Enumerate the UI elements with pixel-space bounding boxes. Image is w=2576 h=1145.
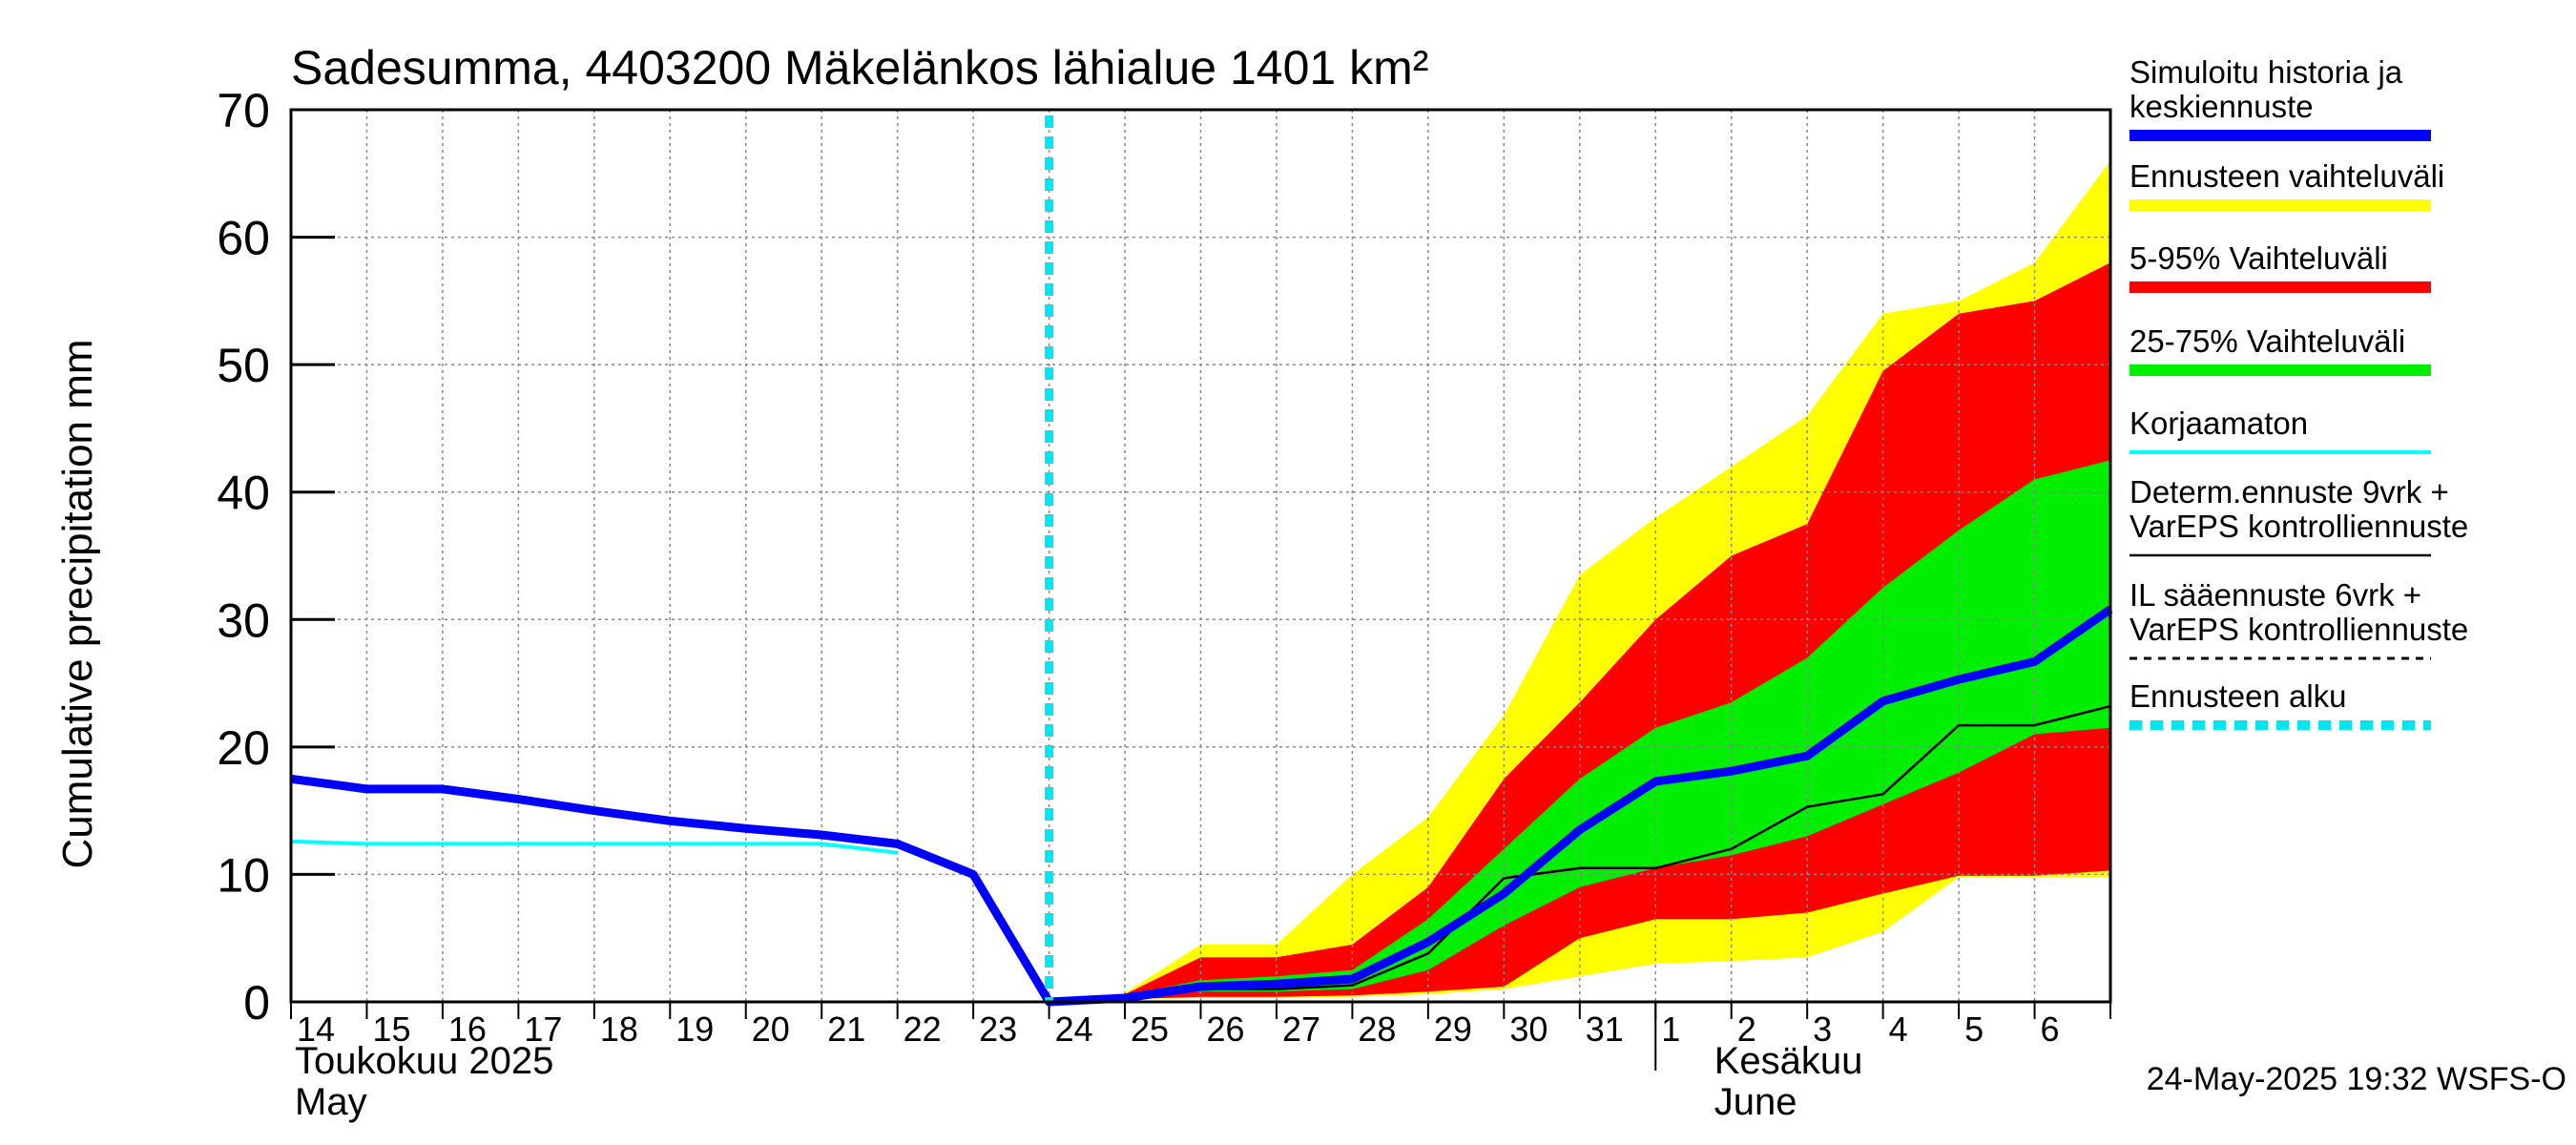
- x-tick-label: 21: [827, 1010, 865, 1049]
- series-simulated: [290, 605, 2113, 1007]
- legend-label: Ennusteen alku: [2129, 678, 2347, 714]
- x-tick-label: 23: [979, 1010, 1017, 1049]
- x-tick-label: 1: [1661, 1010, 1680, 1049]
- x-tick-label: 3: [1813, 1010, 1832, 1049]
- y-tick-label: 10: [217, 848, 270, 902]
- y-tick-label: 70: [217, 84, 270, 137]
- x-tick-label: 29: [1434, 1010, 1472, 1049]
- legend-label: Simuloitu historia ja: [2129, 54, 2403, 90]
- y-tick-label: 0: [243, 976, 270, 1030]
- y-tick-label: 20: [217, 721, 270, 775]
- legend-label: Korjaamaton: [2129, 406, 2308, 441]
- y-tick-label: 30: [217, 593, 270, 647]
- x-tick-label: 22: [904, 1010, 942, 1049]
- chart-title: Sadesumma, 4403200 Mäkelänkos lähialue 1…: [291, 41, 1428, 94]
- legend-label: Determ.ennuste 9vrk +: [2129, 474, 2449, 510]
- grid: [291, 110, 2110, 1002]
- series-uncorrected: [290, 839, 898, 855]
- x-tick-label: 26: [1207, 1010, 1245, 1049]
- x-tick-label: 18: [600, 1010, 638, 1049]
- x-tick-label: 5: [1964, 1010, 1984, 1049]
- x-tick-label: 4: [1889, 1010, 1908, 1049]
- x-tick-label: 31: [1586, 1010, 1624, 1049]
- legend-label: VarEPS kontrolliennuste: [2129, 612, 2468, 647]
- x-tick-label: 6: [2041, 1010, 2060, 1049]
- x-tick-label: 16: [448, 1010, 487, 1049]
- x-tick-label: 2: [1737, 1010, 1756, 1049]
- band-p25-75: [1049, 460, 2110, 1002]
- series-lines: [290, 115, 2113, 1007]
- x-tick-label: 15: [372, 1010, 410, 1049]
- x-tick-label: 17: [524, 1010, 562, 1049]
- forecast-bands: [1049, 160, 2110, 1002]
- x-tick-label: 24: [1055, 1010, 1093, 1049]
- y-tick-label: 50: [217, 339, 270, 392]
- timestamp: 24-May-2025 19:32 WSFS-O: [2147, 1061, 2566, 1097]
- x-tick-label: 14: [297, 1010, 335, 1049]
- month-label-june-en: June: [1714, 1081, 1797, 1123]
- x-tick-label: 19: [675, 1010, 714, 1049]
- month-label-june-fi: Kesäkuu: [1714, 1040, 1863, 1082]
- month-label-may-en: May: [295, 1081, 367, 1123]
- legend-label: IL sääennuste 6vrk +: [2129, 577, 2421, 613]
- legend-label: 5-95% Vaihteluväli: [2129, 240, 2388, 276]
- y-tick-label: 60: [217, 212, 270, 265]
- x-tick-label: 28: [1358, 1010, 1396, 1049]
- y-tick-label: 40: [217, 467, 270, 520]
- legend-label: VarEPS kontrolliennuste: [2129, 509, 2468, 544]
- x-tick-label: 30: [1509, 1010, 1548, 1049]
- x-tick-label: 27: [1282, 1010, 1320, 1049]
- legend-label: 25-75% Vaihteluväli: [2129, 323, 2405, 359]
- legend-label: Ennusteen vaihteluväli: [2129, 158, 2444, 194]
- legend-label: keskiennuste: [2129, 89, 2314, 124]
- x-tick-label: 25: [1131, 1010, 1169, 1049]
- y-axis-label: Cumulative precipitation mm: [54, 339, 101, 868]
- x-tick-label: 20: [752, 1010, 790, 1049]
- month-label-may-fi: Toukokuu 2025: [295, 1040, 553, 1082]
